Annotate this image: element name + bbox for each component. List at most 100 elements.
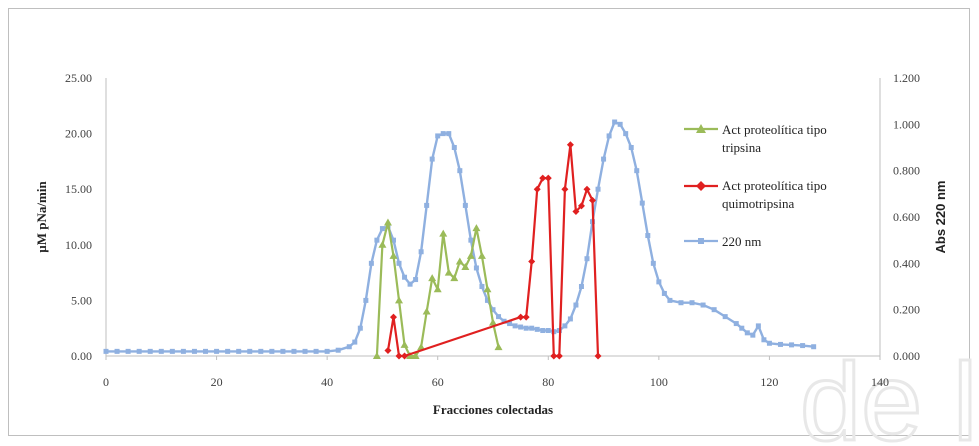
data-point-220-nm xyxy=(711,307,717,313)
data-point-act-proteol-tica-tipo-tripsina xyxy=(466,251,475,259)
data-point-220-nm xyxy=(363,297,369,303)
data-point-act-proteol-tica-tipo-tripsina xyxy=(477,251,486,259)
legend-label-tripsina-cont: tripsina xyxy=(722,140,761,155)
data-point-220-nm xyxy=(567,316,573,322)
data-point-220-nm xyxy=(269,348,275,354)
data-point-220-nm xyxy=(247,348,253,354)
legend: Act proteolítica tipo tripsina Act prote… xyxy=(684,122,827,249)
data-point-act-proteol-tica-tipo-quimotripsina xyxy=(389,313,397,321)
data-point-220-nm xyxy=(623,131,629,137)
x-tick-label: 20 xyxy=(211,375,223,389)
data-point-act-proteol-tica-tipo-tripsina xyxy=(389,251,398,259)
x-axis-title: Fracciones colectadas xyxy=(433,402,553,417)
data-point-220-nm xyxy=(203,348,209,354)
data-point-220-nm xyxy=(678,300,684,306)
data-point-220-nm xyxy=(523,325,529,331)
data-point-220-nm xyxy=(357,325,363,331)
y-left-axis-title: µM pNa/min xyxy=(34,181,49,253)
data-point-220-nm xyxy=(302,348,308,354)
data-point-220-nm xyxy=(473,265,479,271)
legend-marker-tripsina xyxy=(696,124,706,133)
data-point-220-nm xyxy=(446,131,452,137)
data-point-220-nm xyxy=(103,348,109,354)
y-left-tick-label: 5.00 xyxy=(71,293,92,307)
y-right-tick-label: 0.400 xyxy=(893,256,920,270)
data-point-220-nm xyxy=(518,324,524,330)
data-point-220-nm xyxy=(457,168,463,174)
data-point-220-nm xyxy=(496,314,502,320)
data-point-220-nm xyxy=(225,348,231,354)
data-point-220-nm xyxy=(578,284,584,289)
data-point-220-nm xyxy=(180,348,186,354)
data-point-act-proteol-tica-tipo-quimotripsina xyxy=(395,352,403,360)
data-point-220-nm xyxy=(418,249,424,255)
data-point-220-nm xyxy=(335,347,341,353)
data-point-220-nm xyxy=(501,318,507,324)
y-left-tick-label: 25.00 xyxy=(65,71,92,85)
y-right-tick-labels: 0.000 0.200 0.400 0.600 0.800 1.000 1.200 xyxy=(893,71,920,363)
data-point-act-proteol-tica-tipo-tripsina xyxy=(489,318,497,326)
x-tick-label: 120 xyxy=(760,375,778,389)
data-point-220-nm xyxy=(291,348,297,354)
data-point-act-proteol-tica-tipo-quimotripsina xyxy=(539,174,547,182)
data-point-act-proteol-tica-tipo-quimotripsina xyxy=(528,257,536,265)
data-point-act-proteol-tica-tipo-tripsina xyxy=(483,285,492,293)
data-point-220-nm xyxy=(136,348,142,354)
legend-label-quimotripsina-cont: quimotripsina xyxy=(722,196,794,211)
data-point-220-nm xyxy=(612,119,618,125)
y-left-tick-label: 10.00 xyxy=(65,238,92,252)
data-point-220-nm xyxy=(125,348,131,354)
data-point-220-nm xyxy=(429,156,435,162)
data-point-220-nm xyxy=(479,284,485,289)
data-point-220-nm xyxy=(147,348,153,354)
data-point-act-proteol-tica-tipo-tripsina xyxy=(433,285,442,293)
data-point-220-nm xyxy=(811,344,817,350)
data-point-220-nm xyxy=(440,131,446,137)
y-right-tick-label: 0.200 xyxy=(893,303,920,317)
data-point-220-nm xyxy=(402,274,408,280)
data-point-220-nm xyxy=(595,186,601,192)
data-point-220-nm xyxy=(324,348,330,354)
data-point-act-proteol-tica-tipo-tripsina xyxy=(439,229,448,237)
y-right-tick-label: 1.000 xyxy=(893,117,920,131)
data-point-act-proteol-tica-tipo-tripsina xyxy=(455,257,464,265)
data-point-220-nm xyxy=(750,332,756,338)
data-point-act-proteol-tica-tipo-tripsina xyxy=(383,218,392,226)
data-point-220-nm xyxy=(396,260,402,266)
data-point-220-nm xyxy=(661,290,667,296)
x-tick-label: 60 xyxy=(432,375,444,389)
data-point-220-nm xyxy=(761,337,767,343)
data-point-act-proteol-tica-tipo-quimotripsina xyxy=(544,174,552,182)
data-point-220-nm xyxy=(656,279,662,285)
x-tick-labels: 0 20 40 60 80 100 120 140 xyxy=(103,356,889,389)
data-point-act-proteol-tica-tipo-quimotripsina xyxy=(594,352,602,360)
data-point-220-nm xyxy=(214,348,220,354)
data-point-220-nm xyxy=(789,342,795,348)
data-point-act-proteol-tica-tipo-quimotripsina xyxy=(583,185,591,193)
data-point-220-nm xyxy=(258,348,264,354)
data-point-act-proteol-tica-tipo-tripsina xyxy=(400,340,409,348)
data-point-220-nm xyxy=(639,200,645,206)
data-point-act-proteol-tica-tipo-tripsina xyxy=(428,274,437,282)
data-point-220-nm xyxy=(573,302,579,308)
data-point-act-proteol-tica-tipo-tripsina xyxy=(406,352,415,359)
data-point-220-nm xyxy=(777,341,783,347)
data-point-act-proteol-tica-tipo-quimotripsina xyxy=(589,196,597,204)
data-point-220-nm xyxy=(700,302,706,308)
data-point-act-proteol-tica-tipo-quimotripsina xyxy=(384,346,392,354)
data-point-act-proteol-tica-tipo-tripsina xyxy=(494,343,503,351)
x-tick-label: 100 xyxy=(650,375,668,389)
y-right-tick-label: 0.800 xyxy=(893,164,920,178)
data-point-act-proteol-tica-tipo-quimotripsina xyxy=(555,352,563,360)
data-point-220-nm xyxy=(617,121,623,127)
data-point-220-nm xyxy=(484,297,490,303)
data-point-220-nm xyxy=(379,226,385,232)
x-tick-label: 140 xyxy=(871,375,889,389)
data-point-act-proteol-tica-tipo-quimotripsina xyxy=(522,313,530,321)
y-right-tick-label: 1.200 xyxy=(893,71,920,85)
legend-marker-220nm xyxy=(698,238,704,244)
data-point-act-proteol-tica-tipo-tripsina xyxy=(411,352,420,359)
series-line-220-nm xyxy=(106,120,814,353)
y-left-tick-labels: 0.00 5.00 10.00 15.00 20.00 25.00 xyxy=(65,71,92,363)
data-point-act-proteol-tica-tipo-quimotripsina xyxy=(550,352,558,360)
